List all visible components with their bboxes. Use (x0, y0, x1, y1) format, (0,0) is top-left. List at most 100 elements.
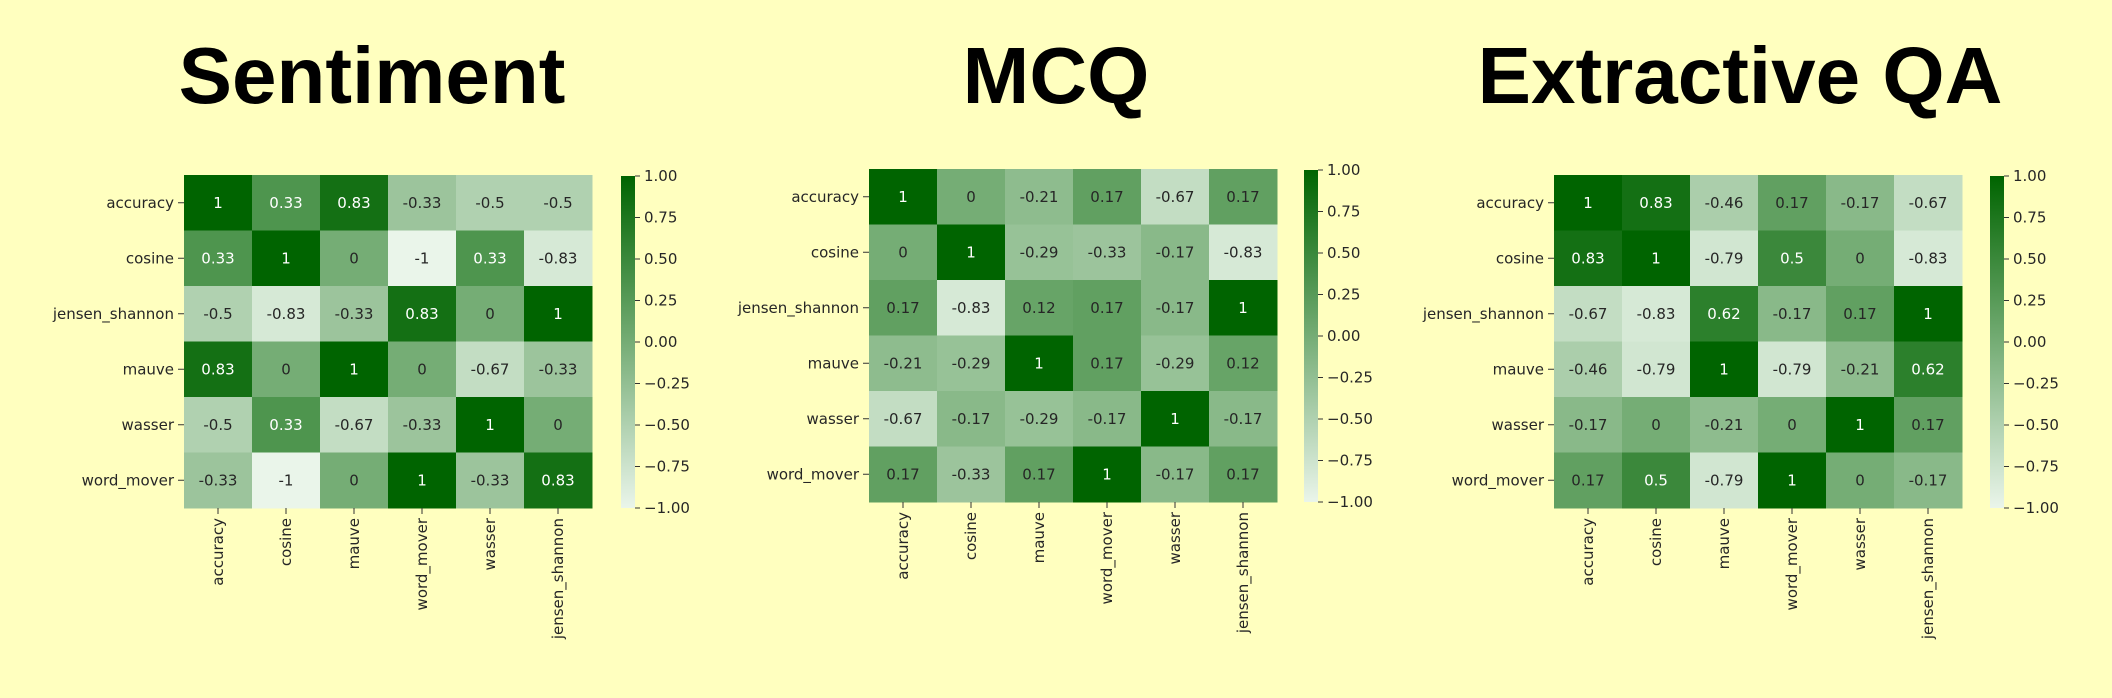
cell-value-label: -0.83 (1637, 305, 1676, 323)
cell-value-label: 0 (485, 305, 495, 323)
cell-value-label: -0.67 (1569, 305, 1608, 323)
heatmap-cell (320, 286, 389, 342)
heatmap-cell (1622, 286, 1691, 342)
cell-value-label: -0.83 (539, 249, 578, 267)
cell-value-label: 0.83 (541, 471, 574, 489)
cell-value-label: 1 (898, 188, 908, 206)
cell-value-label: 1 (966, 243, 976, 261)
heatmap-cell (1690, 175, 1759, 231)
heatmap-cell (1073, 224, 1142, 281)
cell-value-label: -1 (415, 249, 430, 267)
cell-value-label: 0.83 (405, 305, 438, 323)
cell-value-label: 0 (1787, 416, 1797, 434)
cell-value-label: -0.33 (952, 465, 991, 483)
heatmap-cell (1758, 341, 1827, 398)
heatmap-cell (1622, 452, 1691, 509)
heatmap-cell (456, 175, 525, 231)
col-label: jensen_shannon (1234, 512, 1253, 634)
cell-value-label: -0.79 (1705, 249, 1744, 267)
col-label: word_mover (413, 517, 432, 610)
cell-value-label: 1 (1583, 194, 1593, 212)
colorbar-tick-label: 0.75 (644, 209, 677, 227)
colorbar-tick-label: −0.75 (2013, 458, 2059, 476)
heatmap-cell (1005, 280, 1074, 336)
heatmap-cell (1141, 169, 1210, 225)
heatmap-cell (1209, 446, 1278, 503)
cell-value-label: 0 (1855, 471, 1865, 489)
heatmap-cell (869, 224, 938, 281)
cell-value-label: -0.33 (403, 194, 442, 212)
cell-value-label: -0.29 (1020, 243, 1059, 261)
heatmap-cell (1141, 446, 1210, 503)
cell-value-label: 1 (1651, 249, 1661, 267)
cell-value-label: 0 (349, 471, 359, 489)
heatmap-cell (1005, 446, 1074, 503)
cell-value-label: 1 (349, 360, 359, 378)
heatmap-cell (1826, 286, 1895, 342)
cell-value-label: 1 (281, 249, 291, 267)
cell-value-label: 0.17 (1090, 188, 1123, 206)
cell-value-label: 0.83 (1639, 194, 1672, 212)
cell-value-label: -0.29 (1020, 410, 1059, 428)
cell-value-label: 0.62 (1707, 305, 1740, 323)
heatmap-cell (1554, 341, 1623, 398)
heatmap-cell (1073, 446, 1142, 503)
heatmap-cell (252, 230, 321, 287)
row-label: cosine (126, 249, 174, 267)
cell-value-label: 0 (1855, 249, 1865, 267)
heatmap-cell (937, 280, 1006, 336)
heatmap-cell (1758, 397, 1827, 453)
cell-value-label: -0.33 (335, 305, 374, 323)
heatmap-cell (524, 341, 593, 398)
cell-value-label: 1 (485, 416, 495, 434)
row-label: jensen_shannon (52, 305, 174, 324)
heatmap-cell (456, 341, 525, 398)
cell-value-label: 1 (1719, 360, 1729, 378)
cell-value-label: -0.5 (543, 194, 572, 212)
heatmap-cell (1005, 224, 1074, 281)
heatmap-cell (1209, 335, 1278, 392)
cell-value-label: 0.83 (337, 194, 370, 212)
heatmap-cell (456, 286, 525, 342)
cell-value-label: -0.33 (539, 360, 578, 378)
cell-value-label: -0.5 (475, 194, 504, 212)
cell-value-label: -0.83 (952, 299, 991, 317)
heatmap-cell (1554, 452, 1623, 509)
heatmap-cell (456, 230, 525, 287)
heatmap-cell (252, 175, 321, 231)
heatmap-cell (320, 397, 389, 453)
cell-value-label: -0.17 (1909, 471, 1948, 489)
colorbar-tick-label: −1.00 (1327, 493, 1373, 511)
cell-value-label: -0.67 (471, 360, 510, 378)
col-label: mauve (1030, 512, 1048, 563)
colorbar-tick-label: 0.00 (1327, 327, 1360, 345)
cell-value-label: -0.67 (1909, 194, 1948, 212)
heatmap-cell (937, 224, 1006, 281)
cell-value-label: -0.46 (1705, 194, 1744, 212)
cell-value-label: 0 (349, 249, 359, 267)
heatmap-cell (869, 335, 938, 392)
cell-value-label: -0.5 (203, 416, 232, 434)
colorbar-tick-label: 0.75 (1327, 203, 1360, 221)
cell-value-label: 1 (1787, 471, 1797, 489)
colorbar (1990, 176, 2004, 508)
heatmap-cell (1690, 452, 1759, 509)
colorbar-tick-label: −0.50 (644, 416, 690, 434)
cell-value-label: 0.12 (1226, 354, 1259, 372)
heatmap-cell (937, 335, 1006, 392)
row-label: wasser (807, 410, 860, 428)
colorbar-tick-label: 0.00 (644, 333, 677, 351)
heatmap-cell (524, 397, 593, 453)
cell-value-label: 0.83 (1571, 249, 1604, 267)
heatmap-cell (937, 169, 1006, 225)
col-label: cosine (962, 512, 980, 560)
heatmap-cell (1209, 391, 1278, 447)
colorbar-tick-label: −0.75 (1327, 452, 1373, 470)
heatmap-cell (1826, 230, 1895, 287)
heatmap-cell (1758, 452, 1827, 509)
cell-value-label: 1 (1034, 354, 1044, 372)
heatmap-cell (524, 452, 593, 509)
cell-value-label: 0.83 (201, 360, 234, 378)
colorbar-tick-label: 0.25 (2013, 292, 2046, 310)
cell-value-label: -0.17 (1156, 243, 1195, 261)
